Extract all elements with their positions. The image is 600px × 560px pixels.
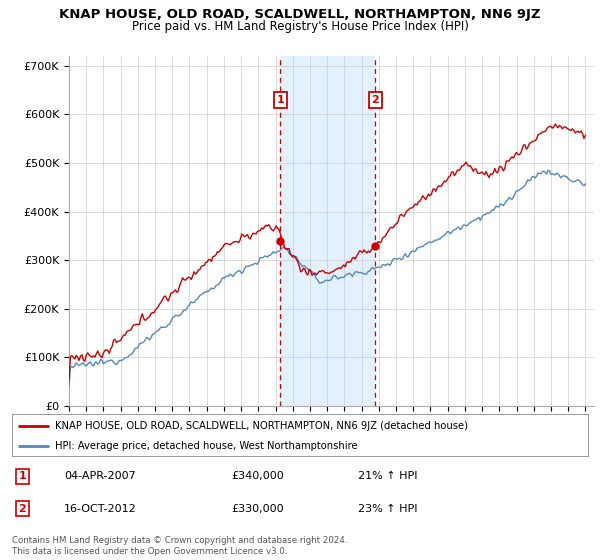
Text: Contains HM Land Registry data © Crown copyright and database right 2024.
This d: Contains HM Land Registry data © Crown c… (12, 536, 347, 556)
Text: 04-APR-2007: 04-APR-2007 (64, 472, 136, 482)
Text: 23% ↑ HPI: 23% ↑ HPI (358, 503, 417, 514)
Text: 1: 1 (277, 95, 284, 105)
Text: HPI: Average price, detached house, West Northamptonshire: HPI: Average price, detached house, West… (55, 441, 358, 451)
Text: 2: 2 (19, 503, 26, 514)
Text: Price paid vs. HM Land Registry's House Price Index (HPI): Price paid vs. HM Land Registry's House … (131, 20, 469, 32)
Text: KNAP HOUSE, OLD ROAD, SCALDWELL, NORTHAMPTON, NN6 9JZ: KNAP HOUSE, OLD ROAD, SCALDWELL, NORTHAM… (59, 8, 541, 21)
Text: £340,000: £340,000 (231, 472, 284, 482)
Text: KNAP HOUSE, OLD ROAD, SCALDWELL, NORTHAMPTON, NN6 9JZ (detached house): KNAP HOUSE, OLD ROAD, SCALDWELL, NORTHAM… (55, 421, 468, 431)
Text: £330,000: £330,000 (231, 503, 284, 514)
Text: 21% ↑ HPI: 21% ↑ HPI (358, 472, 417, 482)
Text: 16-OCT-2012: 16-OCT-2012 (64, 503, 137, 514)
Text: 2: 2 (371, 95, 379, 105)
Text: 1: 1 (19, 472, 26, 482)
